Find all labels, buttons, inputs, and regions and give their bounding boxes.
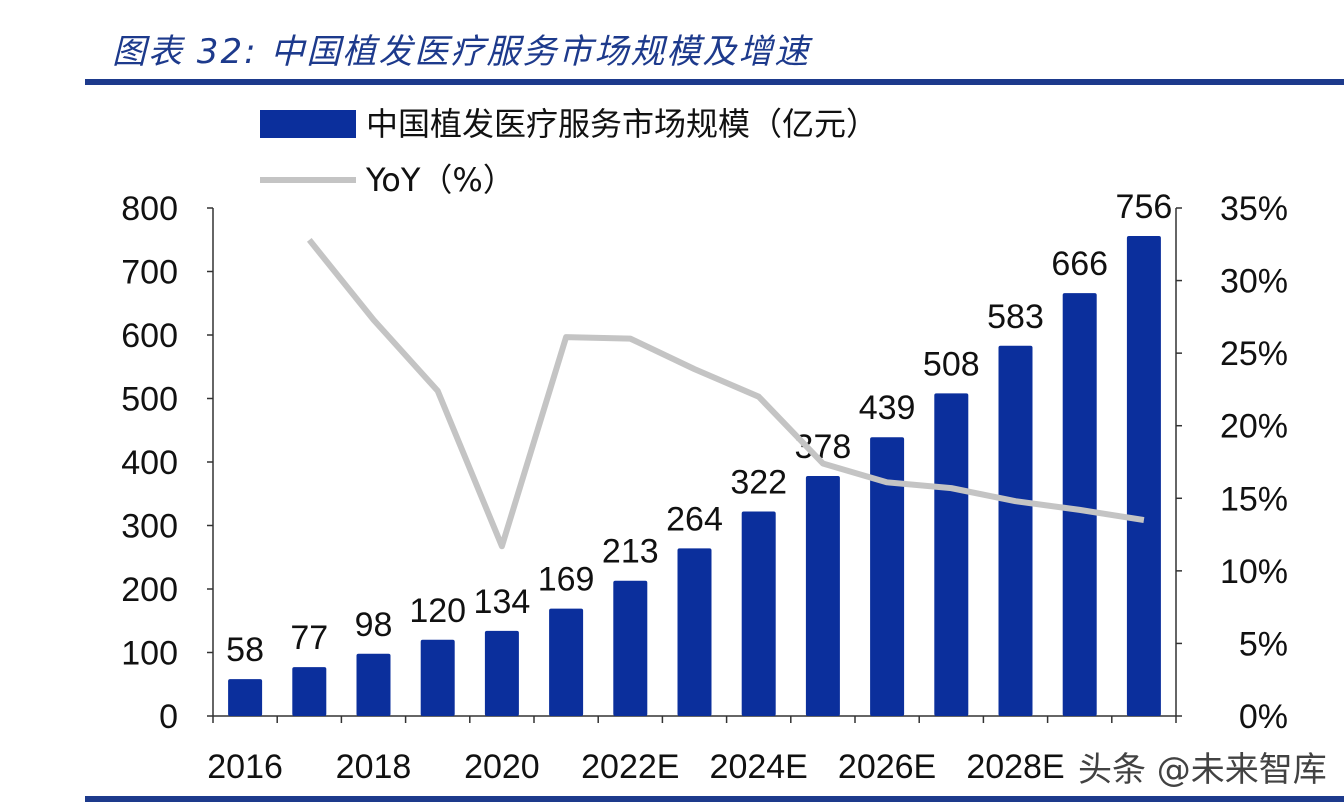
bar-data-label: 77 [290,619,328,657]
bar [356,653,391,716]
x-tick-label: 2024E [710,748,808,786]
bar-data-label: 58 [226,631,264,669]
bar-data-label: 666 [1051,245,1108,283]
right-tick-label: 25% [1220,335,1288,373]
bar-data-label: 583 [987,298,1044,336]
bar-data-label: 134 [474,583,531,621]
bar-data-label: 98 [355,606,393,644]
yoy-line [306,238,1145,550]
bar [549,608,584,716]
bar [998,345,1033,716]
right-tick-label: 0% [1239,698,1288,736]
x-tick-label: 2020 [464,748,540,786]
right-tick-label: 5% [1239,625,1288,663]
bar-data-label: 213 [602,533,659,571]
bar-data-label: 756 [1116,188,1173,226]
right-tick-label: 35% [1220,190,1288,228]
bar-data-label: 120 [409,592,466,630]
bar [613,580,648,716]
right-tick-label: 15% [1220,480,1288,518]
legend-bar-swatch [260,110,356,138]
legend-bar-label: 中国植发医疗服务市场规模（亿元） [366,105,878,143]
title-rule [85,79,1344,85]
bar [1126,235,1161,716]
bar-data-label: 169 [538,561,595,599]
bar [484,630,519,716]
bar [292,667,327,716]
left-tick-label: 0 [159,698,178,736]
x-tick-label: 2026E [838,748,936,786]
bar-data-label: 264 [666,500,723,538]
figure-title: 图表 32: 中国植发医疗服务市场规模及增速 [112,32,811,72]
x-tick-label: 2028E [966,748,1064,786]
left-tick-label: 100 [121,635,178,673]
legend-line-label: YoY（%） [365,161,515,199]
right-tick-label: 10% [1220,553,1288,591]
left-tick-label: 400 [121,444,178,482]
bar [1062,293,1097,716]
bottom-rule [85,796,1344,802]
left-tick-label: 200 [121,571,178,609]
bar [228,679,263,716]
left-tick-label: 500 [121,381,178,419]
bar-data-label: 439 [859,389,916,427]
bar [870,437,905,716]
x-tick-label: 2016 [207,748,283,786]
bar [741,511,776,716]
right-tick-label: 20% [1220,408,1288,446]
x-tick-label: 2022E [581,748,679,786]
bar [805,475,840,716]
watermark: 头条 @未来智库 [1078,750,1327,790]
bar [934,393,969,716]
bar [420,639,455,716]
left-tick-label: 800 [121,190,178,228]
left-tick-label: 700 [121,254,178,292]
bar-data-label: 322 [730,464,787,502]
left-tick-label: 300 [121,508,178,546]
bar-data-label: 508 [923,345,980,383]
left-tick-label: 600 [121,317,178,355]
x-tick-label: 2018 [336,748,412,786]
bar [677,548,712,716]
right-tick-label: 30% [1220,263,1288,301]
